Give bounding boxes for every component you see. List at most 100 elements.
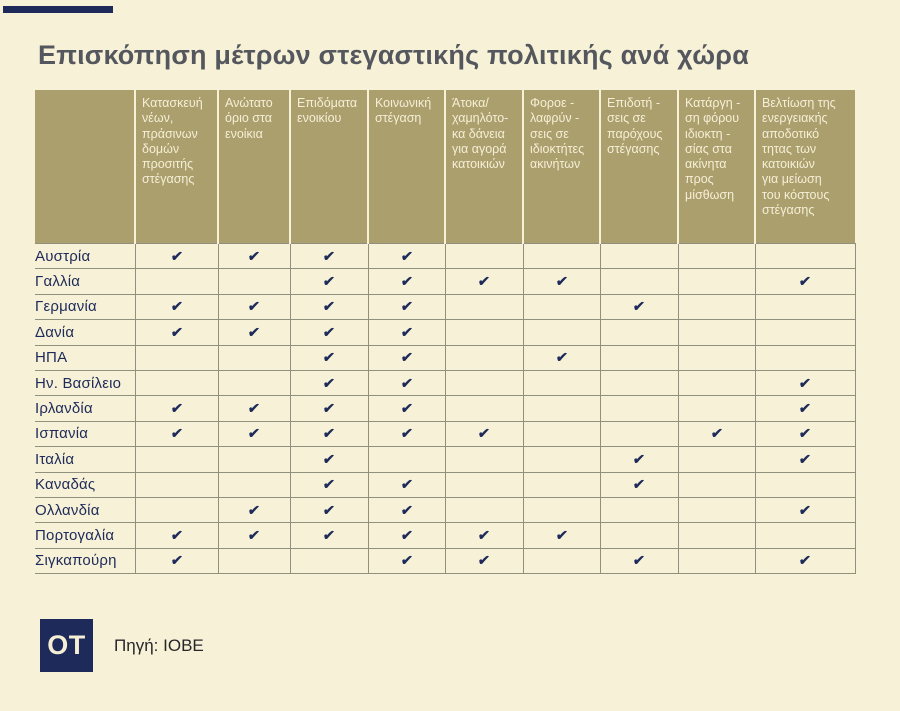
measure-cell-empty	[522, 369, 601, 397]
measure-cell-checked: ✔	[289, 369, 369, 397]
measure-cell-checked: ✔	[134, 395, 219, 422]
measure-cell-empty	[217, 268, 291, 295]
measure-cell-empty	[444, 293, 524, 321]
check-icon: ✔	[399, 374, 414, 391]
country-cell: Καναδάς	[35, 471, 136, 498]
country-cell: Δανία	[35, 319, 136, 346]
measure-cell-empty	[677, 268, 756, 295]
column-header: Βελτίωση της ενεργειακής αποδοτικό τητας…	[755, 90, 855, 244]
measure-cell-empty	[677, 496, 756, 524]
country-cell: Ισπανία	[35, 420, 136, 448]
measure-cell-empty	[522, 242, 601, 270]
measure-cell-empty	[599, 522, 679, 549]
measure-cell-checked: ✔	[599, 471, 679, 498]
measure-cell-checked: ✔	[367, 522, 446, 549]
source-label: Πηγή: ΙΟΒΕ	[114, 635, 204, 655]
measure-cell-checked: ✔	[367, 369, 446, 397]
measure-cell-checked: ✔	[754, 496, 856, 524]
measure-cell-checked: ✔	[444, 268, 524, 295]
check-icon: ✔	[798, 425, 812, 442]
measure-cell-checked: ✔	[367, 344, 446, 371]
measure-cell-checked: ✔	[367, 268, 446, 295]
ot-logo: OT	[40, 619, 93, 672]
table-row: Γαλλία ✔ ✔ ✔ ✔ ✔	[35, 268, 856, 295]
measure-cell-checked: ✔	[367, 395, 446, 422]
measure-cell-empty	[599, 395, 679, 422]
measure-cell-empty	[599, 496, 679, 524]
measure-cell-checked: ✔	[134, 293, 219, 321]
measure-cell-empty	[444, 446, 524, 473]
measure-cell-checked: ✔	[289, 446, 369, 473]
check-icon: ✔	[399, 425, 414, 442]
check-icon: ✔	[322, 349, 336, 366]
header-row: Κατασκευή νέων, πράσινων δομών προσιτής …	[35, 90, 855, 244]
check-icon: ✔	[477, 526, 491, 543]
check-icon: ✔	[322, 450, 336, 467]
check-icon: ✔	[247, 323, 261, 340]
measure-cell-checked: ✔	[444, 547, 524, 575]
measure-cell-empty	[444, 369, 524, 397]
check-icon: ✔	[247, 247, 261, 264]
check-icon: ✔	[632, 476, 646, 493]
measure-cell-checked: ✔	[134, 242, 219, 270]
country-cell: Γερμανία	[35, 293, 136, 321]
measure-cell-empty	[134, 446, 219, 473]
check-icon: ✔	[632, 552, 646, 569]
measure-cell-checked: ✔	[134, 547, 219, 575]
check-icon: ✔	[399, 323, 414, 340]
country-cell: Πορτογαλία	[35, 522, 136, 549]
check-icon: ✔	[798, 450, 812, 467]
measure-cell-empty	[599, 242, 679, 270]
measure-cell-checked: ✔	[754, 369, 856, 397]
country-cell: Αυστρία	[35, 242, 136, 270]
measure-cell-empty	[444, 496, 524, 524]
measure-cell-checked: ✔	[677, 420, 756, 448]
country-cell: ΗΠΑ	[35, 344, 136, 371]
column-header: Φοροε - λαφρύν - σεις σε ιδιοκτήτες ακιν…	[523, 90, 601, 244]
check-icon: ✔	[247, 501, 261, 518]
column-header: Κατάργη - ση φόρου ιδιοκτη - σίας στα ακ…	[678, 90, 756, 244]
measure-cell-checked: ✔	[367, 547, 446, 575]
measure-cell-checked: ✔	[217, 522, 291, 549]
measure-cell-checked: ✔	[217, 242, 291, 270]
top-accent-bar	[3, 6, 113, 13]
measure-cell-empty	[134, 471, 219, 498]
country-cell: Ολλανδία	[35, 496, 136, 524]
measure-cell-empty	[134, 268, 219, 295]
check-icon: ✔	[322, 273, 336, 290]
table-row: Γερμανία ✔ ✔ ✔ ✔ ✔	[35, 293, 856, 321]
check-icon: ✔	[247, 526, 261, 543]
measure-cell-checked: ✔	[217, 293, 291, 321]
measure-cell-checked: ✔	[599, 446, 679, 473]
measure-cell-checked: ✔	[289, 293, 369, 321]
check-icon: ✔	[399, 273, 414, 290]
column-header: Κατασκευή νέων, πράσινων δομών προσιτής …	[135, 90, 219, 244]
column-header: Κοινωνική στέγαση	[368, 90, 446, 244]
measure-cell-empty	[134, 496, 219, 524]
measure-cell-empty	[754, 344, 856, 371]
measure-cell-empty	[217, 344, 291, 371]
measure-cell-checked: ✔	[289, 496, 369, 524]
check-icon: ✔	[322, 501, 336, 518]
check-icon: ✔	[169, 526, 184, 543]
measure-cell-checked: ✔	[289, 522, 369, 549]
measure-cell-empty	[444, 471, 524, 498]
measure-cell-empty	[444, 395, 524, 422]
check-icon: ✔	[798, 374, 812, 391]
check-icon: ✔	[798, 501, 812, 518]
table-row: Ολλανδία ✔ ✔ ✔ ✔	[35, 496, 856, 524]
measure-cell-empty	[677, 395, 756, 422]
table-row: Ιρλανδία ✔ ✔ ✔ ✔ ✔	[35, 395, 856, 422]
measure-cell-empty	[522, 496, 601, 524]
measure-cell-empty	[599, 369, 679, 397]
column-header: Επιδοτή - σεις σε παρόχους στέγασης	[600, 90, 679, 244]
check-icon: ✔	[322, 298, 336, 315]
check-icon: ✔	[477, 425, 491, 442]
table-row: Ην. Βασίλειο ✔ ✔ ✔	[35, 369, 856, 397]
table-row: Ιταλία ✔ ✔ ✔	[35, 446, 856, 473]
measure-cell-checked: ✔	[289, 242, 369, 270]
check-icon: ✔	[247, 298, 261, 315]
table-row: Σιγκαπούρη ✔ ✔ ✔ ✔ ✔	[35, 547, 856, 575]
check-icon: ✔	[798, 552, 812, 569]
measure-cell-empty	[677, 344, 756, 371]
